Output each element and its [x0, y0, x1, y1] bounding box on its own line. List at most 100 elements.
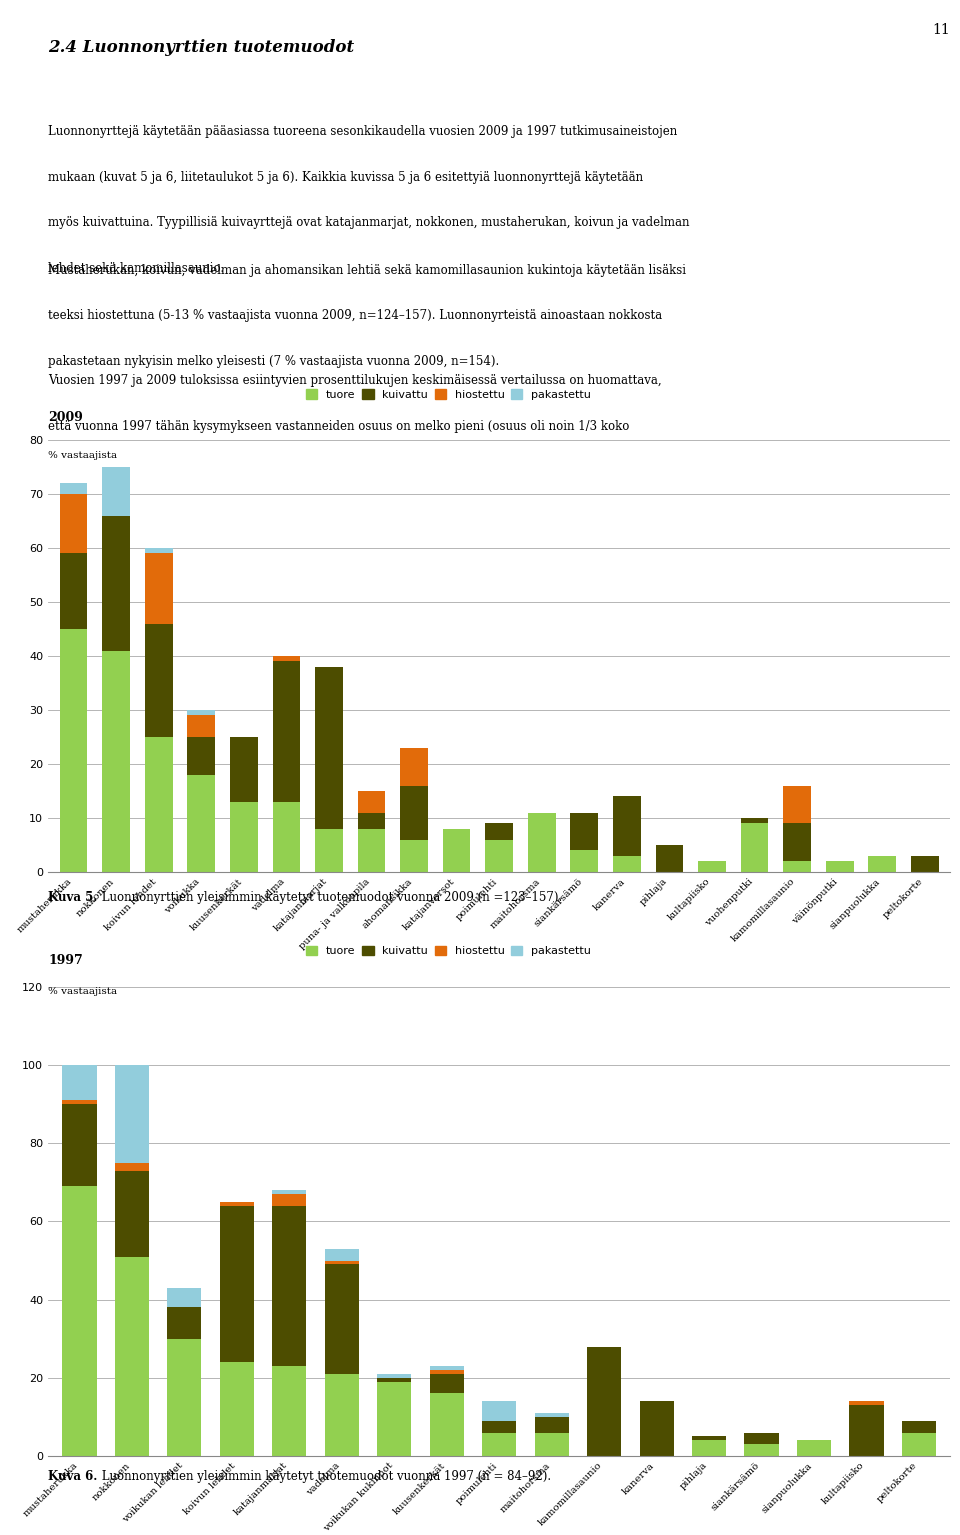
- Bar: [698, 861, 726, 872]
- Bar: [358, 791, 385, 812]
- Text: Luonnonyrttien yleisimmin käytetyt tuotemuodot vuonna 1997 (n = 84–92).: Luonnonyrttien yleisimmin käytetyt tuote…: [98, 1471, 551, 1483]
- Bar: [230, 737, 257, 801]
- Bar: [377, 1374, 411, 1378]
- Bar: [901, 1421, 936, 1432]
- Bar: [273, 655, 300, 662]
- Bar: [62, 1101, 97, 1104]
- Text: 2009: 2009: [48, 411, 83, 424]
- Bar: [273, 1194, 306, 1207]
- Bar: [60, 484, 87, 494]
- Bar: [115, 1065, 149, 1164]
- Bar: [535, 1414, 568, 1417]
- Text: Vuosien 1997 ja 2009 tuloksissa esiintyvien prosenttilukujen keskimäisessä verta: Vuosien 1997 ja 2009 tuloksissa esiintyv…: [48, 375, 661, 387]
- Bar: [613, 797, 640, 855]
- Bar: [145, 623, 173, 737]
- Text: Mustaherukan, koivun, vadelman ja ahomansikan lehtiä sekä kamomillasaunion kukin: Mustaherukan, koivun, vadelman ja ahoman…: [48, 264, 686, 276]
- Bar: [570, 850, 598, 872]
- Bar: [230, 801, 257, 872]
- Bar: [535, 1417, 568, 1432]
- Bar: [187, 737, 215, 775]
- Bar: [187, 711, 215, 715]
- Bar: [430, 1369, 464, 1374]
- Bar: [145, 553, 173, 623]
- Bar: [220, 1362, 254, 1457]
- Bar: [377, 1378, 411, 1382]
- Bar: [115, 1171, 149, 1257]
- Bar: [324, 1265, 359, 1374]
- Text: mukaan (kuvat 5 ja 6, liitetaulukot 5 ja 6). Kaikkia kuvissa 5 ja 6 esitettyiä l: mukaan (kuvat 5 ja 6, liitetaulukot 5 ja…: [48, 170, 643, 184]
- Bar: [187, 715, 215, 737]
- Text: pakastetaan nykyisin melko yleisesti (7 % vastaajista vuonna 2009, n=154).: pakastetaan nykyisin melko yleisesti (7 …: [48, 355, 499, 367]
- Bar: [358, 829, 385, 872]
- Bar: [273, 1366, 306, 1457]
- Bar: [869, 855, 896, 872]
- Bar: [220, 1207, 254, 1362]
- Bar: [850, 1405, 883, 1457]
- Bar: [167, 1339, 202, 1457]
- Bar: [358, 812, 385, 829]
- Bar: [315, 666, 343, 829]
- Bar: [486, 840, 513, 872]
- Bar: [315, 829, 343, 872]
- Bar: [570, 812, 598, 850]
- Text: 1997: 1997: [48, 955, 83, 967]
- Text: 11: 11: [933, 23, 950, 37]
- Bar: [797, 1440, 831, 1457]
- Bar: [783, 786, 811, 823]
- Bar: [187, 775, 215, 872]
- Bar: [443, 829, 470, 872]
- Text: 2.4 Luonnonyrttien tuotemuodot: 2.4 Luonnonyrttien tuotemuodot: [48, 38, 354, 55]
- Bar: [639, 1401, 674, 1457]
- Bar: [656, 844, 684, 872]
- Bar: [62, 1187, 97, 1457]
- Bar: [911, 855, 939, 872]
- Bar: [430, 1374, 464, 1394]
- Bar: [528, 812, 556, 872]
- Bar: [400, 840, 428, 872]
- Bar: [103, 516, 130, 651]
- Bar: [167, 1288, 202, 1308]
- Bar: [273, 1207, 306, 1366]
- Bar: [273, 662, 300, 801]
- Text: Luonnonyrttejä käytetään pääasiassa tuoreena sesonkikaudella vuosien 2009 ja 199: Luonnonyrttejä käytetään pääasiassa tuor…: [48, 126, 677, 138]
- Bar: [741, 823, 768, 872]
- Text: vastaajamäärästä).: vastaajamäärästä).: [48, 465, 160, 477]
- Bar: [430, 1394, 464, 1457]
- Bar: [167, 1308, 202, 1339]
- Bar: [482, 1401, 516, 1421]
- Legend: tuore, kuivattu, hiostettu, pakastettu: tuore, kuivattu, hiostettu, pakastettu: [306, 946, 591, 956]
- Text: % vastaajista: % vastaajista: [48, 987, 117, 996]
- Bar: [741, 818, 768, 823]
- Bar: [486, 823, 513, 840]
- Text: Luonnonyrttien yleisimmin käytetyt tuotemuodot vuonna 2009 (n =123–157).: Luonnonyrttien yleisimmin käytetyt tuote…: [98, 890, 562, 904]
- Bar: [535, 1432, 568, 1457]
- Bar: [588, 1346, 621, 1457]
- Text: Kuva 6.: Kuva 6.: [48, 1471, 97, 1483]
- Legend: tuore, kuivattu, hiostettu, pakastettu: tuore, kuivattu, hiostettu, pakastettu: [306, 390, 591, 399]
- Text: myös kuivattuina. Tyypillisiä kuivayrttejä ovat katajanmarjat, nokkonen, mustahe: myös kuivattuina. Tyypillisiä kuivayrtte…: [48, 216, 689, 229]
- Text: että vuonna 1997 tähän kysymykseen vastanneiden osuus on melko pieni (osuus oli : että vuonna 1997 tähän kysymykseen vasta…: [48, 419, 630, 433]
- Bar: [744, 1432, 779, 1444]
- Bar: [613, 855, 640, 872]
- Bar: [783, 823, 811, 861]
- Bar: [220, 1202, 254, 1207]
- Bar: [60, 494, 87, 553]
- Bar: [103, 467, 130, 516]
- Bar: [145, 548, 173, 553]
- Bar: [783, 861, 811, 872]
- Bar: [273, 1190, 306, 1194]
- Bar: [60, 553, 87, 629]
- Bar: [482, 1432, 516, 1457]
- Bar: [850, 1401, 883, 1405]
- Text: Kuva 5.: Kuva 5.: [48, 890, 97, 904]
- Bar: [377, 1382, 411, 1457]
- Bar: [60, 629, 87, 872]
- Bar: [324, 1374, 359, 1457]
- Bar: [273, 801, 300, 872]
- Bar: [115, 1164, 149, 1171]
- Bar: [482, 1421, 516, 1432]
- Bar: [692, 1440, 726, 1457]
- Bar: [901, 1432, 936, 1457]
- Bar: [400, 748, 428, 786]
- Text: lehdet sekä kamomillasaunio.: lehdet sekä kamomillasaunio.: [48, 262, 224, 275]
